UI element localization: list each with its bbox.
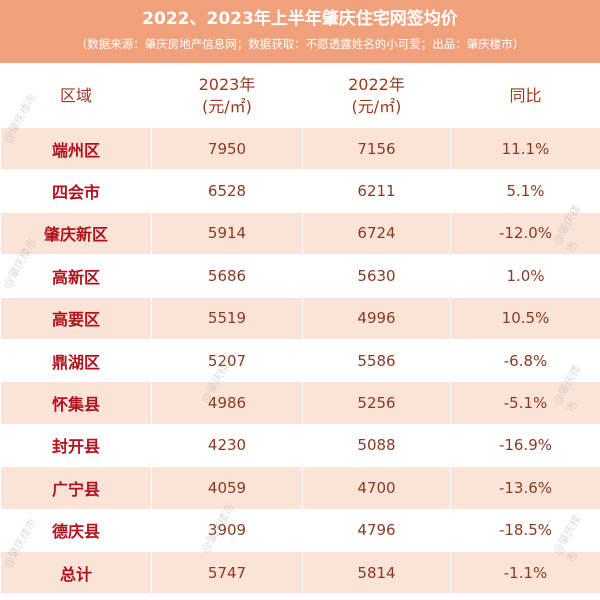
cell-2023: 5207	[151, 338, 303, 383]
table-row: 高新区 5686 5630 1.0%	[0, 254, 600, 298]
table-row: 四会市 6528 6211 5.1%	[0, 169, 600, 213]
page-title: 2022、2023年上半年肇庆住宅网签均价	[142, 9, 458, 29]
cell-region: 德庆县	[0, 508, 152, 552]
cell-region: 广宁县	[0, 466, 152, 510]
title-banner: 2022、2023年上半年肇庆住宅网签均价 （数据来源：肇庆房地产信息网；数据获…	[0, 0, 600, 63]
cell-2022: 6724	[302, 211, 451, 256]
cell-region: 高新区	[0, 254, 152, 298]
cell-2023: 4059	[151, 466, 303, 510]
cell-2022: 5088	[302, 423, 451, 468]
cell-yoy: -13.6%	[450, 466, 600, 510]
cell-2023: 4986	[151, 381, 303, 425]
header-2022-year: 2022年	[348, 74, 405, 94]
cell-2022: 7156	[302, 126, 451, 171]
header-region: 区域	[0, 63, 152, 128]
cell-2022: 5630	[302, 254, 451, 298]
header-row: 区域 2023年 (元/㎡) 2022年 (元/㎡) 同比	[0, 63, 600, 128]
cell-yoy: -18.5%	[450, 508, 600, 552]
table-row: 怀集县 4986 5256 -5.1%	[0, 381, 600, 425]
source-note: （数据来源：肇庆房地产信息网；数据获取：不愿透露姓名的小可爱；出品：肇庆楼市）	[75, 37, 525, 51]
cell-region: 高要区	[0, 296, 152, 340]
header-2023: 2023年 (元/㎡)	[151, 63, 303, 128]
header-2022: 2022年 (元/㎡)	[302, 63, 451, 128]
header-2023-year: 2023年	[198, 74, 256, 94]
cell-yoy: -5.1%	[450, 381, 600, 425]
cell-region: 端州区	[0, 126, 152, 171]
table-row: 广宁县 4059 4700 -13.6%	[0, 466, 600, 510]
cell-region: 肇庆新区	[0, 211, 152, 256]
cell-2022: 5586	[302, 338, 451, 383]
cell-yoy: -12.0%	[450, 211, 600, 256]
cell-yoy: 1.0%	[450, 254, 600, 298]
cell-region: 四会市	[0, 169, 152, 213]
cell-2023: 3909	[151, 508, 303, 552]
table-row: 肇庆新区 5914 6724 -12.0%	[0, 211, 600, 256]
cell-2023: 7950	[151, 126, 303, 171]
table-row: 鼎湖区 5207 5586 -6.8%	[0, 338, 600, 383]
total-row: 总计 5747 5814 -1.1%	[0, 550, 600, 595]
cell-yoy: -1.1%	[450, 550, 600, 595]
cell-2023: 4230	[151, 423, 303, 468]
cell-2023: 5747	[151, 550, 303, 595]
cell-yoy: 11.1%	[450, 126, 600, 171]
table-row: 德庆县 3909 4796 -18.5%	[0, 508, 600, 552]
cell-2023: 6528	[151, 169, 303, 213]
cell-yoy: -16.9%	[450, 423, 600, 468]
table-row: 高要区 5519 4996 10.5%	[0, 296, 600, 340]
header-yoy: 同比	[450, 63, 600, 128]
table-row: 端州区 7950 7156 11.1%	[0, 126, 600, 171]
cell-region: 怀集县	[0, 381, 152, 425]
cell-2023: 5686	[151, 254, 303, 298]
header-2022-unit: (元/㎡)	[351, 96, 402, 116]
cell-2023: 5914	[151, 211, 303, 256]
cell-yoy: 10.5%	[450, 296, 600, 340]
cell-2022: 4796	[302, 508, 451, 552]
cell-yoy: -6.8%	[450, 338, 600, 383]
price-table: 区域 2023年 (元/㎡) 2022年 (元/㎡) 同比 端州区 7950 7…	[0, 63, 600, 595]
cell-2022: 5256	[302, 381, 451, 425]
cell-region: 总计	[0, 550, 152, 595]
table-row: 封开县 4230 5088 -16.9%	[0, 423, 600, 468]
cell-2023: 5519	[151, 296, 303, 340]
cell-region: 封开县	[0, 423, 152, 468]
cell-2022: 4700	[302, 466, 451, 510]
cell-region: 鼎湖区	[0, 338, 152, 383]
cell-2022: 6211	[302, 169, 451, 213]
cell-2022: 5814	[302, 550, 451, 595]
header-2023-unit: (元/㎡)	[202, 96, 252, 116]
cell-yoy: 5.1%	[450, 169, 600, 213]
cell-2022: 4996	[302, 296, 451, 340]
